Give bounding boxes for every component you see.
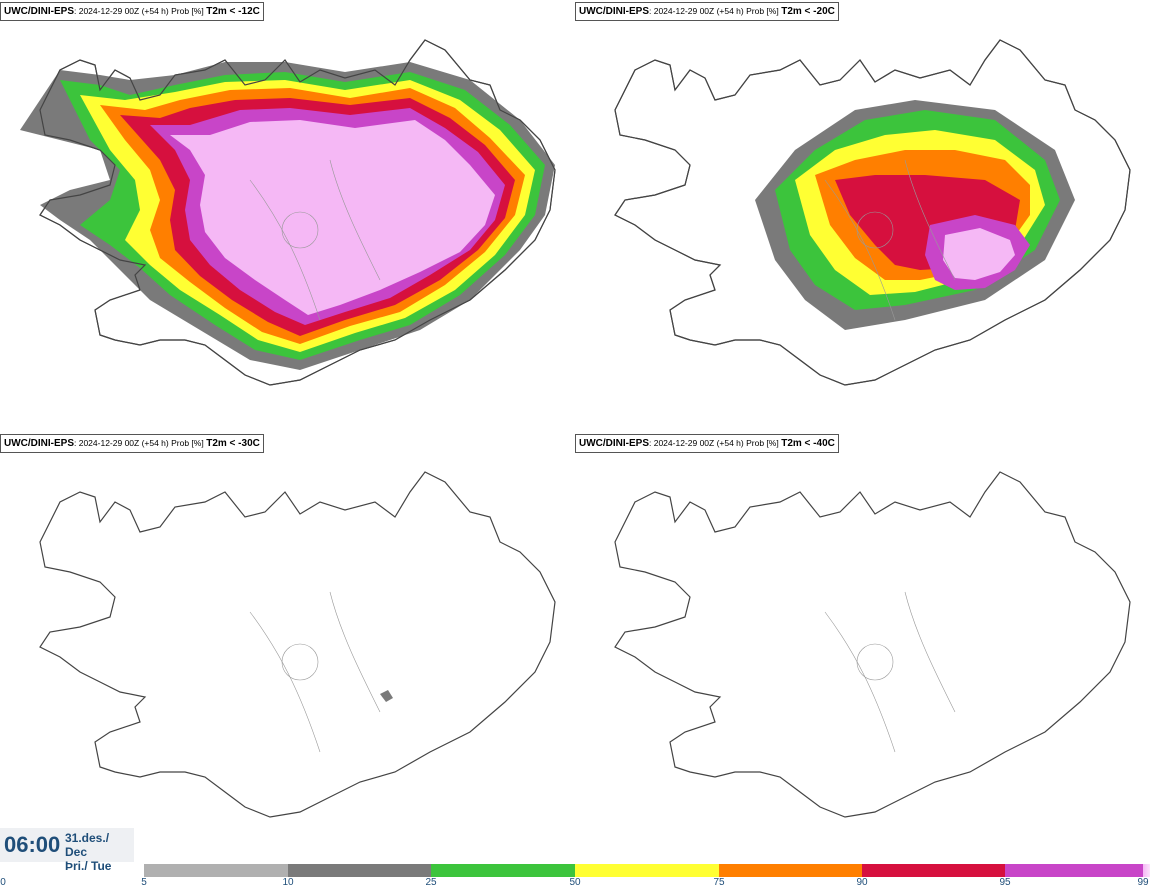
legend-swatch [288,864,431,877]
run-meta: : 2024-12-29 00Z (+54 h) Prob [%] [649,6,779,16]
rivers [249,591,381,753]
legend-tick-label: 0 [0,877,6,888]
map-panel-t2m-12: UWC/DINI-EPS: 2024-12-29 00Z (+54 h) Pro… [0,0,575,432]
legend-swatch [1143,864,1150,877]
panel-title: UWC/DINI-EPS: 2024-12-29 00Z (+54 h) Pro… [0,434,264,453]
valid-time-box: 06:00 31.des./ Dec Þri./ Tue [0,828,134,873]
probability-map [39,471,556,818]
model-name: UWC/DINI-EPS [579,6,649,17]
legend-tick-label: 95 [999,877,1011,888]
legend-swatch [431,864,575,877]
model-name: UWC/DINI-EPS [579,438,649,449]
probability-legend: 0 5 10 25 50 75 90 95 99 [0,862,1150,891]
run-meta: : 2024-12-29 00Z (+54 h) Prob [%] [74,6,204,16]
probability-map [614,471,1131,818]
map-panel-t2m-30: UWC/DINI-EPS: 2024-12-29 00Z (+54 h) Pro… [0,432,575,864]
legend-swatch [1005,864,1143,877]
model-name: UWC/DINI-EPS [4,6,74,17]
map-panel-t2m-40: UWC/DINI-EPS: 2024-12-29 00Z (+54 h) Pro… [575,432,1150,864]
rivers [824,591,956,753]
run-meta: : 2024-12-29 00Z (+54 h) Prob [%] [649,438,779,448]
map-panel-t2m-20: UWC/DINI-EPS: 2024-12-29 00Z (+54 h) Pro… [575,0,1150,432]
valid-date-line2: Þri./ Tue [65,859,112,873]
threshold-label: T2m < -12C [206,6,260,17]
probability-field [380,690,393,702]
legend-tick-label: 75 [713,877,725,888]
valid-time: 06:00 [4,832,61,857]
panel-title: UWC/DINI-EPS: 2024-12-29 00Z (+54 h) Pro… [0,2,264,21]
threshold-label: T2m < -20C [781,6,835,17]
model-name: UWC/DINI-EPS [4,438,74,449]
rivers [824,159,956,321]
probability-map [20,39,556,386]
legend-tick-label: 90 [856,877,868,888]
run-meta: : 2024-12-29 00Z (+54 h) Prob [%] [74,438,204,448]
legend-tick-label: 10 [282,877,294,888]
valid-date-line1: 31.des./ Dec [65,831,110,859]
threshold-label: T2m < -30C [206,438,260,449]
probability-map [614,39,1131,386]
legend-swatch [862,864,1005,877]
panel-title: UWC/DINI-EPS: 2024-12-29 00Z (+54 h) Pro… [575,434,839,453]
legend-tick-label: 25 [425,877,437,888]
legend-tick-label: 50 [569,877,581,888]
probability-field [20,62,555,370]
threshold-label: T2m < -40C [781,438,835,449]
legend-tick-label: 5 [141,877,147,888]
legend-swatch [575,864,719,877]
legend-tick-label: 99 [1137,877,1149,888]
legend-swatch [144,864,288,877]
rivers [249,159,381,321]
legend-swatch [719,864,862,877]
panel-title: UWC/DINI-EPS: 2024-12-29 00Z (+54 h) Pro… [575,2,839,21]
valid-date: 31.des./ Dec Þri./ Tue [65,831,134,873]
